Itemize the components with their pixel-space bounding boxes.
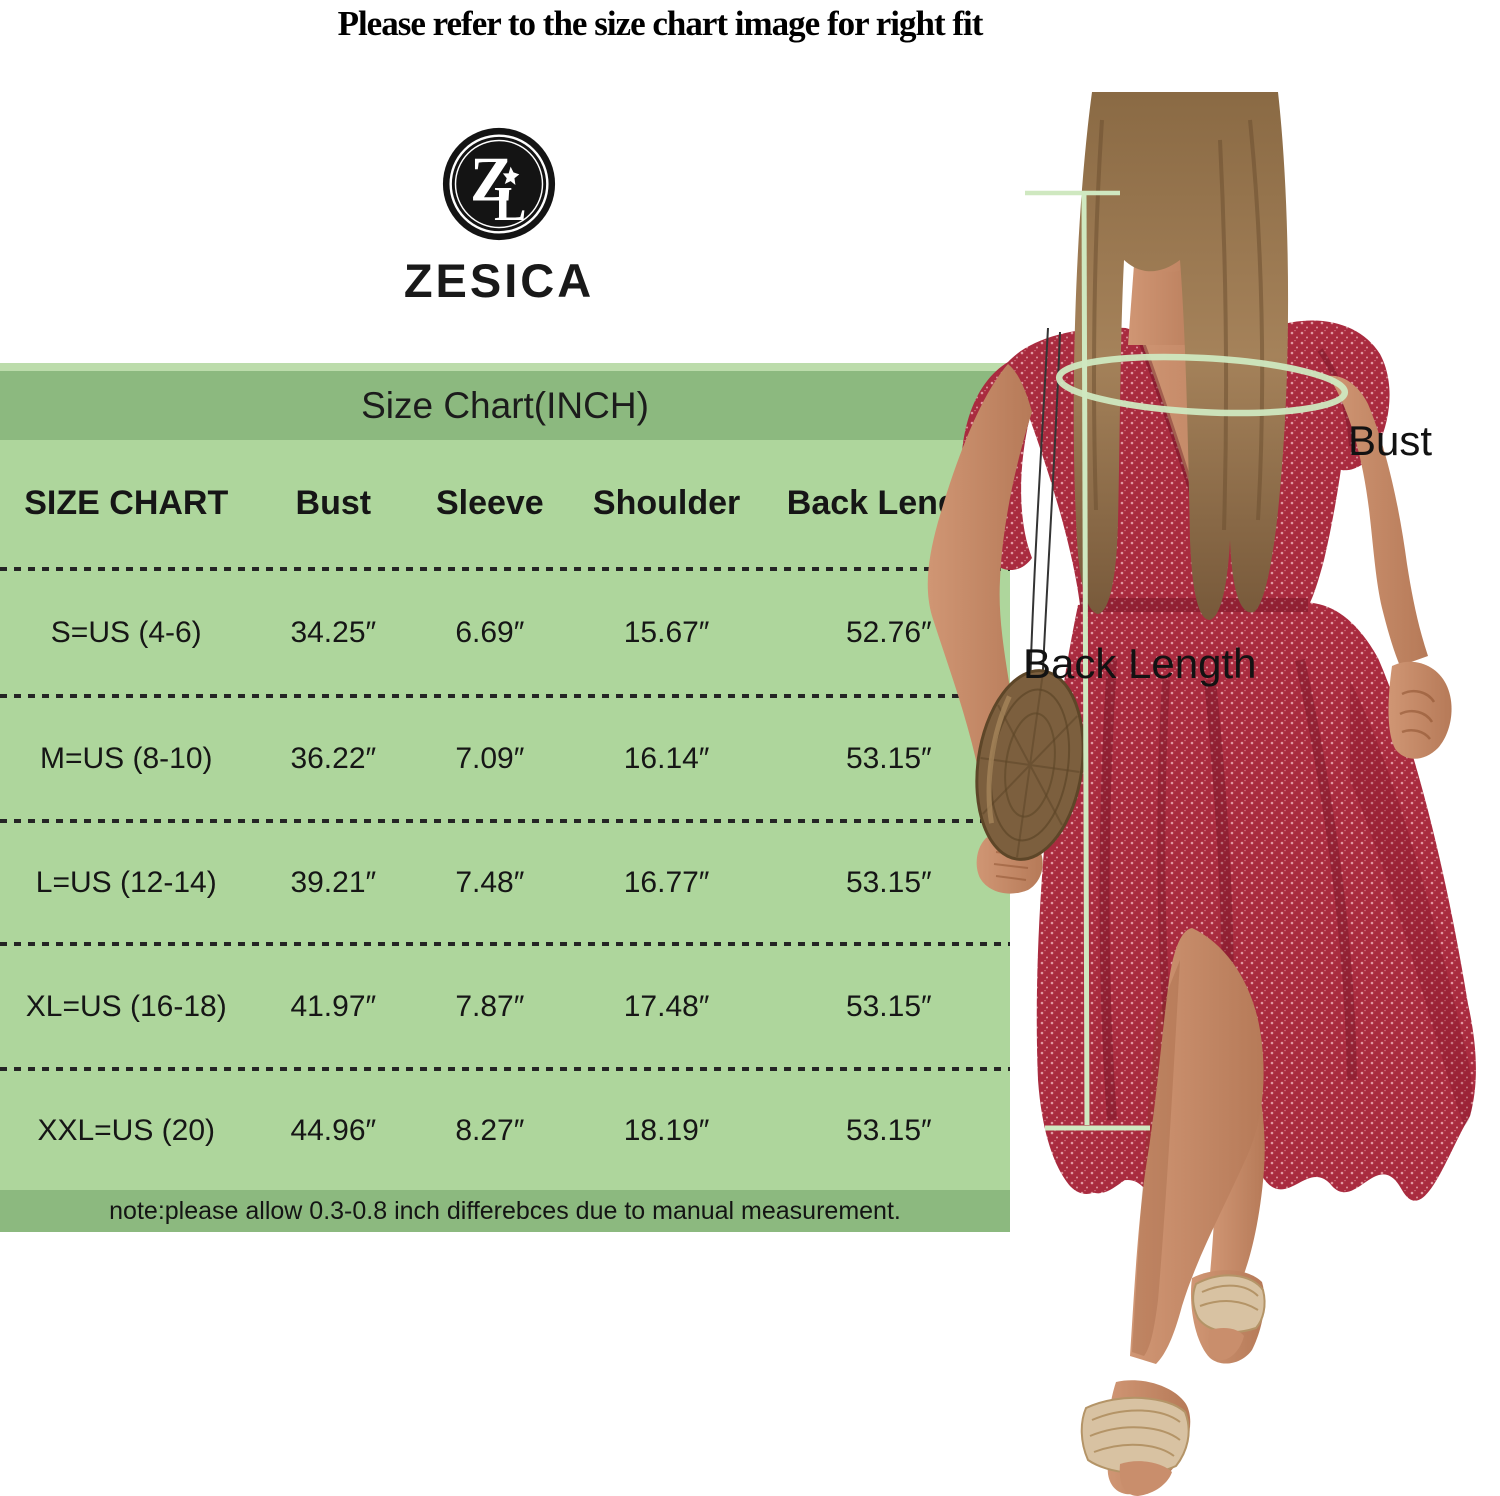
bust-label: Bust xyxy=(1348,417,1432,464)
size-chart-table: Size Chart(INCH) SIZE CHART Bust Sleeve … xyxy=(0,363,1010,1232)
front-sandal xyxy=(1080,1396,1190,1475)
table-top-strip xyxy=(0,363,1010,371)
cell-bust: 34.25″ xyxy=(290,615,377,649)
table-title: Size Chart(INCH) xyxy=(0,371,1010,440)
table-note: note:please allow 0.3-0.8 inch differebc… xyxy=(0,1190,1010,1232)
logo-ring-inner xyxy=(454,139,544,229)
cell-bust: 41.97″ xyxy=(290,989,377,1023)
column-header-sleeve: Sleeve xyxy=(435,484,544,522)
bust-measure-ellipse xyxy=(1055,353,1349,417)
cell-shoulder: 16.14″ xyxy=(623,741,710,775)
cell-back-length: 53.15″ xyxy=(845,865,932,899)
back-length-label: Back Length xyxy=(1023,640,1257,687)
cell-back-length: 52.76″ xyxy=(845,615,932,649)
right-arm xyxy=(1328,375,1452,759)
cell-shoulder: 17.48″ xyxy=(623,989,710,1023)
brand-name: ZESICA xyxy=(403,254,595,307)
front-toes xyxy=(1119,1461,1172,1496)
cell-back-length: 53.15″ xyxy=(845,1113,932,1147)
cell-sleeve: 7.48″ xyxy=(455,865,525,899)
dotted-separator xyxy=(0,1067,1010,1071)
cell-size: M=US (8-10) xyxy=(39,741,213,775)
logo-monogram-z: Z xyxy=(470,143,513,214)
model-photo: Bust Back Length xyxy=(927,92,1476,1496)
size-row-xxl: XXL=US (20) 44.96″ 8.27″ 18.19″ 53.15″ xyxy=(0,1071,1010,1190)
logo-circle xyxy=(442,127,556,241)
brand-block: Z L ZESICA xyxy=(347,126,651,308)
cell-shoulder: 18.19″ xyxy=(623,1113,710,1147)
cell-shoulder: 15.67″ xyxy=(623,615,710,649)
back-toes xyxy=(1208,1328,1244,1361)
cell-back-length: 53.15″ xyxy=(845,741,932,775)
dotted-separator xyxy=(0,942,1010,946)
cell-size: XXL=US (20) xyxy=(37,1113,216,1147)
cell-sleeve: 7.87″ xyxy=(455,989,525,1023)
logo-ring-outer xyxy=(449,134,549,234)
size-row-s: S=US (4-6) 34.25″ 6.69″ 15.67″ 52.76″ xyxy=(0,571,1010,694)
cell-sleeve: 8.27″ xyxy=(455,1113,525,1147)
size-row-l: L=US (12-14) 39.21″ 7.48″ 16.77″ 53.15″ xyxy=(0,823,1010,942)
cell-size: XL=US (16-18) xyxy=(25,989,227,1023)
page-title: Please refer to the size chart image for… xyxy=(337,4,984,43)
dotted-separator xyxy=(0,567,1010,571)
cell-back-length: 53.15″ xyxy=(845,989,932,1023)
cell-bust: 36.22″ xyxy=(290,741,377,775)
front-leg xyxy=(1080,928,1264,1496)
dotted-separator xyxy=(0,694,1010,698)
logo-monogram-l: L xyxy=(494,178,526,231)
column-header-size: SIZE CHART xyxy=(24,484,229,522)
right-hand xyxy=(1388,661,1452,759)
size-row-m: M=US (8-10) 36.22″ 7.09″ 16.14″ 53.15″ xyxy=(0,698,1010,819)
logo-sparkle-icon xyxy=(502,166,520,185)
cell-bust: 39.21″ xyxy=(290,865,377,899)
hair-strands xyxy=(1092,119,1265,531)
cell-size: L=US (12-14) xyxy=(35,865,217,899)
cell-size: S=US (4-6) xyxy=(50,615,202,649)
cell-sleeve: 6.69″ xyxy=(455,615,525,649)
cell-sleeve: 7.09″ xyxy=(455,741,525,775)
size-row-xl: XL=US (16-18) 41.97″ 7.87″ 17.48″ 53.15″ xyxy=(0,946,1010,1067)
cell-bust: 44.96″ xyxy=(290,1113,377,1147)
hair xyxy=(1073,92,1289,620)
back-length-line xyxy=(1081,192,1090,1126)
measure-annotations: Bust Back Length xyxy=(1023,190,1432,1131)
zesica-logo-icon: Z L xyxy=(442,127,556,241)
column-header-shoulder: Shoulder xyxy=(592,484,741,522)
dotted-separator xyxy=(0,819,1010,823)
cell-shoulder: 16.77″ xyxy=(623,865,710,899)
table-header-row: SIZE CHART Bust Sleeve Shoulder Back Len… xyxy=(0,440,1010,567)
column-header-bust: Bust xyxy=(295,484,372,522)
